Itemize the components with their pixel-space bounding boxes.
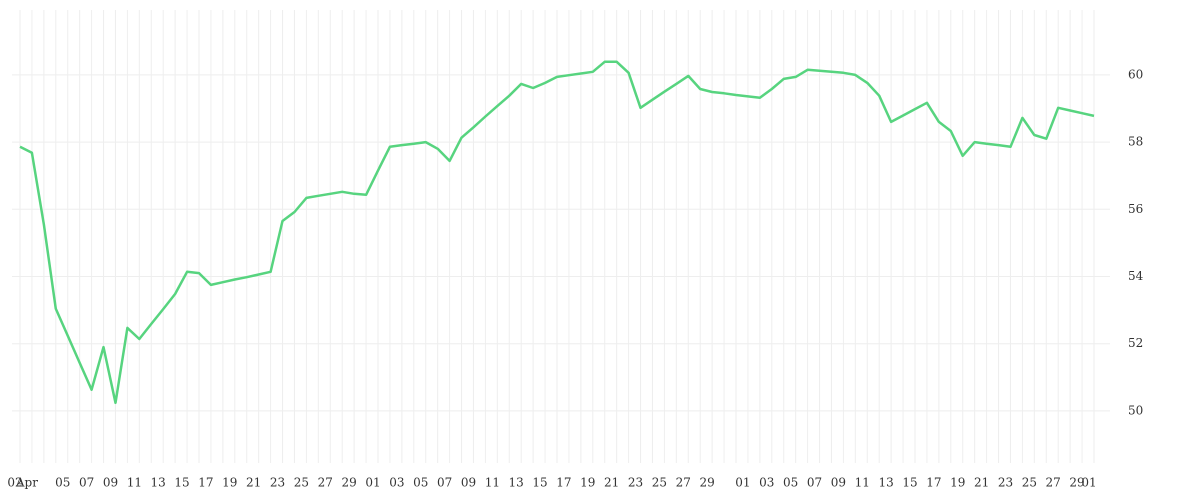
x-tick-label: 23 [998, 476, 1013, 490]
x-tick-label: 03 [759, 476, 774, 490]
y-tick-label: 60 [1128, 67, 1143, 81]
x-tick-label: 21 [974, 476, 989, 490]
x-tick-label: 01 [365, 476, 380, 490]
x-tick-label: 13 [151, 476, 166, 490]
x-tick-label: 11 [485, 476, 500, 490]
x-tick-label: 09 [103, 476, 118, 490]
x-tick-label: 17 [926, 476, 941, 490]
x-tick-label: 11 [127, 476, 142, 490]
x-tick-label: 11 [855, 476, 870, 490]
x-tick-label: 07 [807, 476, 822, 490]
x-tick-label: 27 [1046, 476, 1061, 490]
x-tick-label: 23 [270, 476, 285, 490]
x-tick-label: 27 [318, 476, 333, 490]
x-tick-label: 15 [174, 476, 189, 490]
y-tick-label: 54 [1128, 269, 1144, 283]
x-tick-label: 03 [389, 476, 404, 490]
y-tick-label: 58 [1128, 135, 1143, 149]
x-tick-label: 17 [556, 476, 571, 490]
x-tick-label: 25 [294, 476, 309, 490]
x-tick-label: 01 [1081, 476, 1096, 490]
x-tick-label: 07 [79, 476, 94, 490]
x-tick-label: 13 [878, 476, 893, 490]
y-tick-label: 56 [1128, 202, 1143, 216]
x-tick-label: 17 [198, 476, 213, 490]
x-tick-label: 27 [676, 476, 691, 490]
y-tick-label: 52 [1128, 336, 1143, 350]
x-tick-label: 29 [1069, 476, 1084, 490]
x-tick-label: 09 [831, 476, 846, 490]
x-tick-label: 15 [902, 476, 917, 490]
x-tick-label: 19 [222, 476, 237, 490]
x-tick-label: 21 [604, 476, 619, 490]
x-tick-label: 05 [55, 476, 70, 490]
x-tick-label: 05 [783, 476, 798, 490]
x-tick-label: 25 [652, 476, 667, 490]
price-line [19, 60, 1095, 405]
x-tick-label: 09 [461, 476, 476, 490]
x-tick-label: 29 [699, 476, 714, 490]
x-tick-label: 01 [735, 476, 750, 490]
x-tick-label: 19 [950, 476, 965, 490]
x-tick-label: 29 [341, 476, 356, 490]
x-tick-label: 13 [509, 476, 524, 490]
x-tick-label: 05 [413, 476, 428, 490]
x-tick-label: 15 [532, 476, 547, 490]
x-tick-label: 25 [1022, 476, 1037, 490]
x-tick-label: Apr [15, 476, 38, 490]
y-tick-label: 50 [1128, 403, 1143, 417]
x-tick-label: 02 [7, 476, 22, 490]
x-tick-label: 21 [246, 476, 261, 490]
x-tick-label: 23 [628, 476, 643, 490]
x-tick-label: 07 [437, 476, 452, 490]
x-tick-label: 19 [580, 476, 595, 490]
